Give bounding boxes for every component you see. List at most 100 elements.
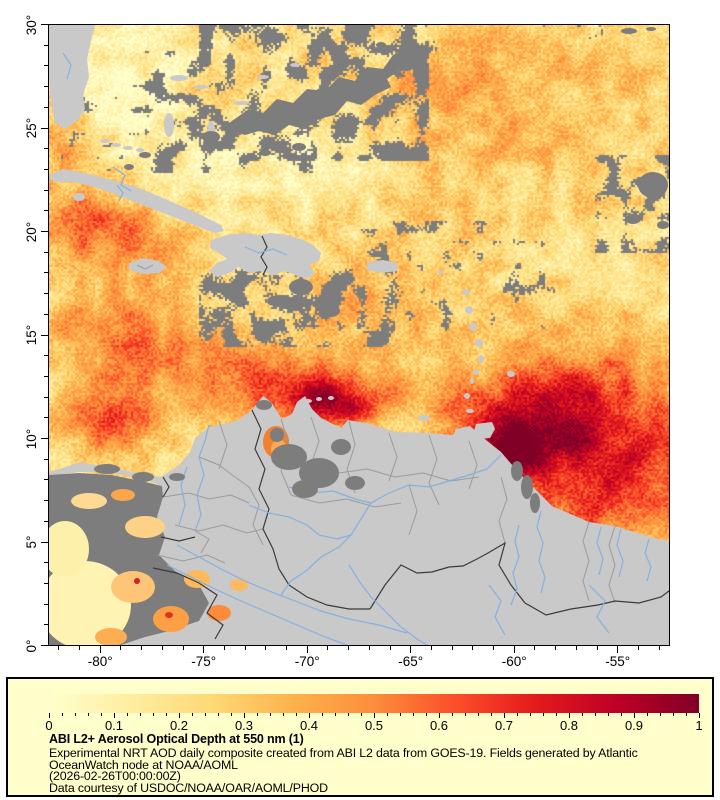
- missing-data-cloud: [646, 27, 656, 31]
- lon-major-tick: [306, 646, 308, 653]
- colorbar-minor-tick: [282, 713, 284, 716]
- lake-maracaibo: [270, 428, 284, 442]
- lat-axis-label: 25°: [23, 117, 39, 139]
- missing-data-cloud: [638, 172, 668, 198]
- lat-minor-tick: [44, 168, 48, 170]
- colorbar-major-tick: [178, 713, 180, 718]
- aod-patch: [184, 570, 210, 588]
- colorbar-minor-tick: [100, 713, 102, 716]
- lon-axis-label: -60°: [501, 654, 527, 669]
- country-border: [162, 476, 170, 498]
- colorbar-major-tick: [503, 713, 505, 718]
- lat-minor-tick: [44, 293, 48, 295]
- colorbar-tick-label: 0: [45, 718, 53, 733]
- lon-minor-tick: [120, 646, 122, 650]
- lon-axis-label: -80°: [87, 654, 113, 669]
- colorbar-minor-tick: [347, 713, 349, 716]
- admin-border: [468, 440, 478, 490]
- missing-data-cloud: [259, 150, 271, 156]
- aod-patch: [134, 578, 140, 584]
- aod-patch: [95, 628, 127, 645]
- missing-data-cloud: [376, 42, 386, 48]
- admin-border: [608, 525, 616, 604]
- colorbar-minor-tick: [607, 713, 609, 716]
- admin-border: [156, 554, 226, 564]
- river: [510, 524, 520, 606]
- lat-axis-label: 10°: [23, 428, 39, 449]
- colorbar-major-tick: [633, 713, 635, 718]
- missing-data-cloud: [657, 221, 669, 229]
- map-overlay: [49, 25, 669, 645]
- lat-minor-tick: [44, 582, 48, 584]
- admin-border: [310, 416, 320, 466]
- river: [248, 504, 352, 540]
- missing-data-cloud: [331, 439, 351, 455]
- legend-title: ABI L2+ Aerosol Optical Depth at 550 nm …: [49, 732, 304, 746]
- colorbar-minor-tick: [685, 713, 687, 716]
- missing-data-cloud: [124, 164, 134, 170]
- landmass: [49, 169, 224, 233]
- lon-minor-tick: [79, 646, 81, 650]
- river: [596, 526, 604, 576]
- missing-data-cloud: [292, 480, 318, 498]
- colorbar-minor-tick: [126, 713, 128, 716]
- colorbar-minor-tick: [61, 713, 63, 716]
- island: [418, 415, 430, 421]
- missing-data-cloud: [169, 473, 185, 481]
- admin-border: [218, 420, 228, 470]
- island: [466, 409, 474, 413]
- island: [473, 369, 479, 375]
- country-border: [260, 235, 268, 276]
- island: [316, 397, 322, 401]
- admin-border: [290, 494, 402, 508]
- colorbar-minor-tick: [87, 713, 89, 716]
- lon-minor-tick: [327, 646, 329, 650]
- colorbar-tick-label: 0.1: [104, 718, 124, 733]
- lon-axis-label: -55°: [605, 654, 631, 669]
- colorbar-major-tick: [308, 713, 310, 718]
- lon-minor-tick: [575, 646, 577, 650]
- lat-axis-label: 0°: [23, 639, 39, 652]
- island: [111, 143, 121, 147]
- missing-data-cloud: [344, 116, 358, 126]
- river: [112, 166, 132, 192]
- admin-border: [136, 264, 154, 270]
- admin-border: [388, 432, 398, 482]
- lon-minor-tick: [223, 646, 225, 650]
- landmass: [474, 422, 495, 439]
- missing-data-cloud: [621, 28, 637, 34]
- lon-minor-tick: [161, 646, 163, 650]
- lon-axis-label: -70°: [294, 654, 320, 669]
- lon-axis-label: -65°: [398, 654, 424, 669]
- lat-minor-tick: [44, 375, 48, 377]
- lon-major-tick: [99, 646, 101, 653]
- admin-border: [582, 521, 590, 602]
- colorbar-minor-tick: [269, 713, 271, 716]
- colorbar-minor-tick: [594, 713, 596, 716]
- missing-data-cloud: [271, 444, 307, 470]
- lat-minor-tick: [44, 65, 48, 67]
- river: [62, 52, 72, 80]
- colorbar-tick-label: 1: [695, 718, 703, 733]
- colorbar-minor-tick: [295, 713, 297, 716]
- lat-minor-tick: [44, 396, 48, 398]
- lat-axis-label: 15°: [23, 324, 39, 346]
- missing-data-cloud: [345, 476, 365, 490]
- lon-minor-tick: [658, 646, 660, 650]
- landmass: [49, 25, 95, 129]
- missing-data-cloud: [322, 305, 340, 317]
- lat-minor-tick: [44, 86, 48, 88]
- lat-major-tick: [41, 438, 48, 439]
- lon-minor-tick: [368, 646, 370, 650]
- lat-axis-label: 30°: [23, 14, 39, 35]
- legend-line-4: Data courtesy of USDOC/NOAA/OAR/AOML/PHO…: [49, 780, 328, 795]
- island: [465, 306, 473, 314]
- river: [116, 184, 124, 202]
- lat-axis-label: 5°: [23, 535, 39, 549]
- lon-major-tick: [410, 646, 412, 653]
- admin-border: [194, 530, 210, 554]
- aod-patch: [71, 493, 107, 509]
- legend-line-2: OceanWatch node at NOAA/AOML: [49, 757, 238, 772]
- island: [469, 323, 477, 331]
- island: [462, 289, 470, 295]
